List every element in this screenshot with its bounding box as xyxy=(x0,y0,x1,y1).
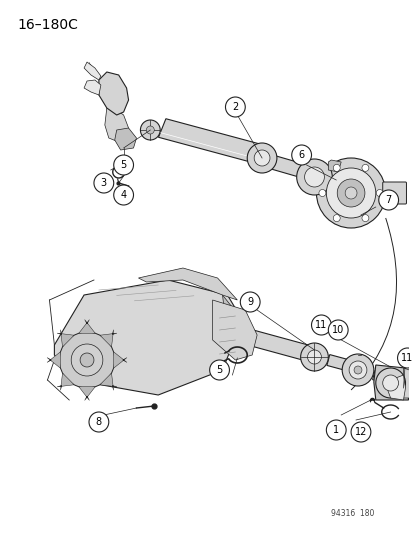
Circle shape xyxy=(114,185,133,205)
Circle shape xyxy=(80,353,94,367)
Text: 5: 5 xyxy=(216,365,222,375)
Polygon shape xyxy=(158,119,258,162)
Circle shape xyxy=(332,215,339,222)
Circle shape xyxy=(307,350,320,364)
Text: 3: 3 xyxy=(100,178,107,188)
Text: 10: 10 xyxy=(331,325,344,335)
Polygon shape xyxy=(372,370,396,386)
Circle shape xyxy=(353,366,361,374)
Polygon shape xyxy=(78,320,95,333)
Circle shape xyxy=(240,292,259,312)
Circle shape xyxy=(350,422,370,442)
FancyBboxPatch shape xyxy=(382,182,406,204)
Circle shape xyxy=(114,155,133,175)
Polygon shape xyxy=(222,295,244,340)
Polygon shape xyxy=(100,373,116,390)
Circle shape xyxy=(291,145,311,165)
Circle shape xyxy=(71,344,102,376)
Text: 8: 8 xyxy=(95,417,102,427)
Polygon shape xyxy=(328,160,340,172)
Circle shape xyxy=(296,159,332,195)
Circle shape xyxy=(332,164,339,172)
Circle shape xyxy=(375,190,382,197)
Circle shape xyxy=(325,420,345,440)
Circle shape xyxy=(375,368,404,398)
Circle shape xyxy=(382,375,398,391)
Circle shape xyxy=(300,343,328,371)
Text: 11: 11 xyxy=(400,353,413,363)
Circle shape xyxy=(344,187,356,199)
Polygon shape xyxy=(212,300,256,360)
Circle shape xyxy=(316,158,385,228)
Polygon shape xyxy=(373,365,408,400)
Polygon shape xyxy=(249,330,316,363)
Circle shape xyxy=(337,179,364,207)
Circle shape xyxy=(328,320,347,340)
Polygon shape xyxy=(104,108,128,142)
Polygon shape xyxy=(100,330,116,347)
Circle shape xyxy=(209,360,229,380)
Circle shape xyxy=(304,167,324,187)
Circle shape xyxy=(325,168,375,218)
Circle shape xyxy=(254,150,269,166)
Polygon shape xyxy=(138,268,237,300)
Polygon shape xyxy=(114,128,136,150)
Circle shape xyxy=(89,412,109,432)
Circle shape xyxy=(361,215,368,222)
Polygon shape xyxy=(57,330,74,347)
Circle shape xyxy=(225,97,244,117)
Circle shape xyxy=(146,126,154,134)
Polygon shape xyxy=(99,72,128,115)
Polygon shape xyxy=(54,280,242,395)
Text: 9: 9 xyxy=(247,297,253,307)
Circle shape xyxy=(348,361,366,379)
Text: 11: 11 xyxy=(315,320,327,330)
Polygon shape xyxy=(84,62,101,80)
Polygon shape xyxy=(47,352,60,368)
Polygon shape xyxy=(57,373,74,390)
Polygon shape xyxy=(113,352,127,368)
Text: 94316  180: 94316 180 xyxy=(330,509,374,518)
Text: 12: 12 xyxy=(354,427,366,437)
Circle shape xyxy=(59,332,114,388)
Circle shape xyxy=(311,315,330,335)
Polygon shape xyxy=(84,80,101,95)
Circle shape xyxy=(94,173,114,193)
Text: 1: 1 xyxy=(332,425,339,435)
Circle shape xyxy=(378,190,398,210)
Text: 16–180C: 16–180C xyxy=(18,18,78,32)
Polygon shape xyxy=(326,354,358,374)
Polygon shape xyxy=(387,375,404,400)
Text: 6: 6 xyxy=(298,150,304,160)
Text: 7: 7 xyxy=(385,195,391,205)
Polygon shape xyxy=(78,387,95,400)
Polygon shape xyxy=(403,368,408,398)
Circle shape xyxy=(396,348,413,368)
Polygon shape xyxy=(269,156,309,179)
Circle shape xyxy=(342,354,373,386)
Circle shape xyxy=(318,190,325,197)
Circle shape xyxy=(247,143,276,173)
Circle shape xyxy=(140,120,160,140)
Circle shape xyxy=(361,164,368,172)
Text: 4: 4 xyxy=(120,190,126,200)
Text: 2: 2 xyxy=(232,102,238,112)
Text: 5: 5 xyxy=(120,160,126,170)
